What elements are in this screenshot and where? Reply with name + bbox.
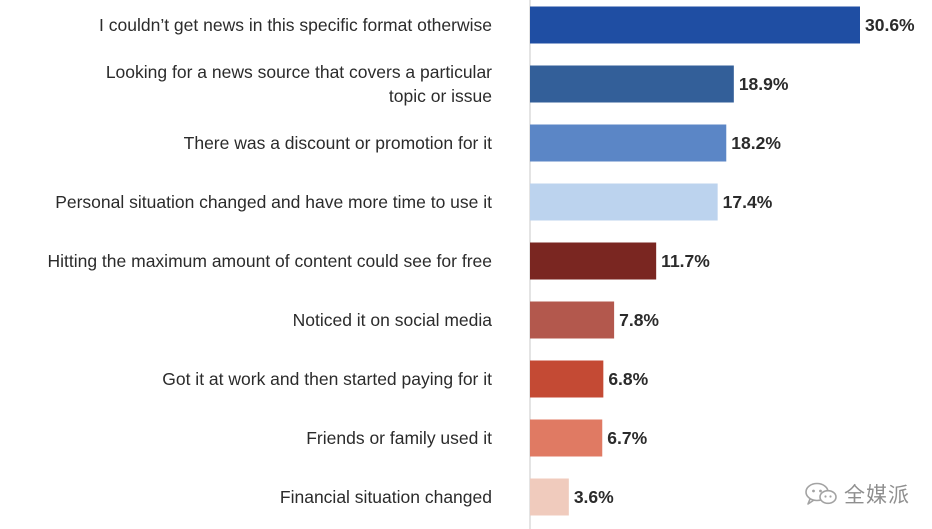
value-label-9: 3.6% [574,487,614,507]
category-label-line: Noticed it on social media [293,310,493,330]
category-label-line: Financial situation changed [280,487,492,507]
category-label-line: Hitting the maximum amount of content co… [47,251,492,271]
category-label-4: Personal situation changed and have more… [55,192,492,212]
category-label-line: Got it at work and then started paying f… [162,369,492,389]
bar-1 [530,6,860,44]
category-label-9: Financial situation changed [280,487,492,507]
category-label-6: Noticed it on social media [293,310,493,330]
category-label-5: Hitting the maximum amount of content co… [47,251,492,271]
value-label-1: 30.6% [865,15,915,35]
category-label-1: I couldn’t get news in this specific for… [99,15,492,35]
value-label-8: 6.7% [607,428,647,448]
watermark: 全媒派 [804,479,910,509]
value-label-4: 17.4% [723,192,773,212]
bar-6 [530,301,615,339]
category-label-line: topic or issue [389,86,492,106]
category-label-2: Looking for a news source that covers a … [106,62,492,106]
category-label-line: Friends or family used it [306,428,492,448]
wechat-icon [805,482,837,505]
value-label-6: 7.8% [619,310,659,330]
bar-2 [530,65,734,103]
value-label-7: 6.8% [608,369,648,389]
category-label-line: Personal situation changed and have more… [55,192,492,212]
value-label-3: 18.2% [731,133,781,153]
category-label-line: I couldn’t get news in this specific for… [99,15,492,35]
category-label-8: Friends or family used it [306,428,492,448]
bar-4 [530,183,718,221]
bar-9 [530,478,569,516]
bar-8 [530,419,603,457]
bar-7 [530,360,604,398]
category-label-line: Looking for a news source that covers a … [106,62,492,82]
value-label-5: 11.7% [661,251,710,271]
bar-5 [530,242,657,280]
value-label-2: 18.9% [739,74,789,94]
category-label-line: There was a discount or promotion for it [184,133,492,153]
category-label-3: There was a discount or promotion for it [184,133,492,153]
category-label-7: Got it at work and then started paying f… [162,369,492,389]
bar-3 [530,124,727,162]
watermark-text: 全媒派 [844,483,910,507]
